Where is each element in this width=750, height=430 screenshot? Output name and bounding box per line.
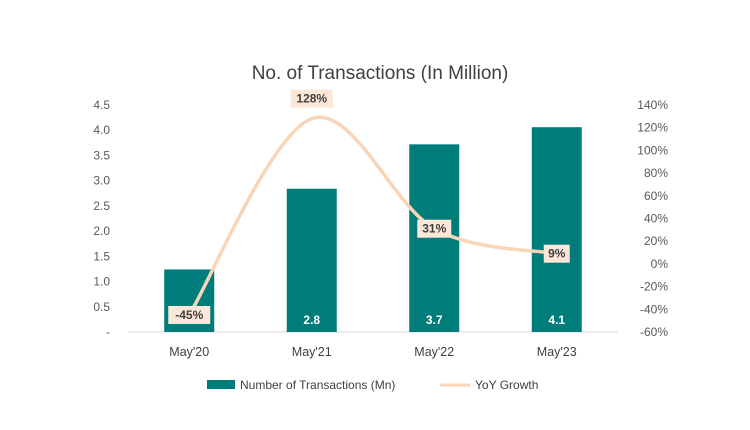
chart-title: No. of Transactions (In Million) — [252, 63, 509, 84]
right-tick-label: -60% — [640, 325, 668, 339]
left-tick-label: 2.0 — [93, 224, 110, 238]
legend-swatch-transactions — [207, 380, 235, 389]
right-tick-label: 80% — [644, 166, 668, 180]
growth-line-layer — [187, 115, 559, 317]
bar-value-label: 4.1 — [548, 313, 565, 327]
growth-label: 31% — [422, 222, 446, 236]
bar — [286, 188, 337, 332]
left-tick-label: 0.5 — [93, 300, 110, 314]
right-tick-label: 60% — [644, 189, 668, 203]
growth-label-box — [543, 244, 570, 263]
legend-label-transactions: Number of Transactions (Mn) — [240, 378, 395, 392]
left-tick-label: 3.0 — [93, 174, 110, 188]
right-tick-label: 140% — [637, 98, 668, 112]
data-labels: 1.22.83.74.1-45%128%31%9% — [168, 89, 570, 327]
left-tick-label: 3.5 — [93, 148, 110, 162]
right-tick-label: 20% — [644, 234, 668, 248]
growth-label-box — [168, 305, 211, 324]
right-tick-label: 0% — [651, 257, 669, 271]
right-tick-label: -20% — [640, 280, 668, 294]
growth-label-box — [417, 219, 452, 238]
left-tick-label: 4.0 — [93, 123, 110, 137]
growth-label-box — [290, 89, 333, 108]
right-tick-label: 40% — [644, 212, 668, 226]
left-tick-label: 2.5 — [93, 199, 110, 213]
bar — [409, 144, 460, 332]
category-label: May'21 — [292, 345, 332, 359]
bar-value-label: 2.8 — [303, 313, 320, 327]
category-label: May'22 — [414, 345, 454, 359]
bars — [164, 127, 582, 332]
left-tick-label: 4.5 — [93, 98, 110, 112]
right-tick-label: 100% — [637, 143, 668, 157]
category-label: May'23 — [537, 345, 577, 359]
growth-line — [187, 115, 559, 317]
legend-label-growth: YoY Growth — [475, 378, 538, 392]
left-tick-label: 1.0 — [93, 275, 110, 289]
growth-label: 9% — [548, 247, 566, 261]
right-tick-label: -40% — [640, 302, 668, 316]
category-label: May'20 — [169, 345, 209, 359]
left-tick-label: - — [106, 325, 110, 339]
left-axis: - 0.5 1.0 1.5 2.0 2.5 3.0 3.5 4.0 4.5 — [93, 98, 110, 339]
bar — [531, 127, 582, 332]
right-axis: -60% -40% -20% 0% 20% 40% 60% 80% 100% 120% 140% — [637, 98, 668, 339]
growth-label: 128% — [296, 92, 327, 106]
right-tick-label: 120% — [637, 121, 668, 135]
growth-label: -45% — [175, 308, 203, 322]
bar-value-label: 3.7 — [426, 313, 443, 327]
left-tick-label: 1.5 — [93, 249, 110, 263]
category-labels: May'20 May'21 May'22 May'23 — [169, 345, 576, 359]
legend: Number of Transactions (Mn) YoY Growth — [207, 378, 538, 392]
